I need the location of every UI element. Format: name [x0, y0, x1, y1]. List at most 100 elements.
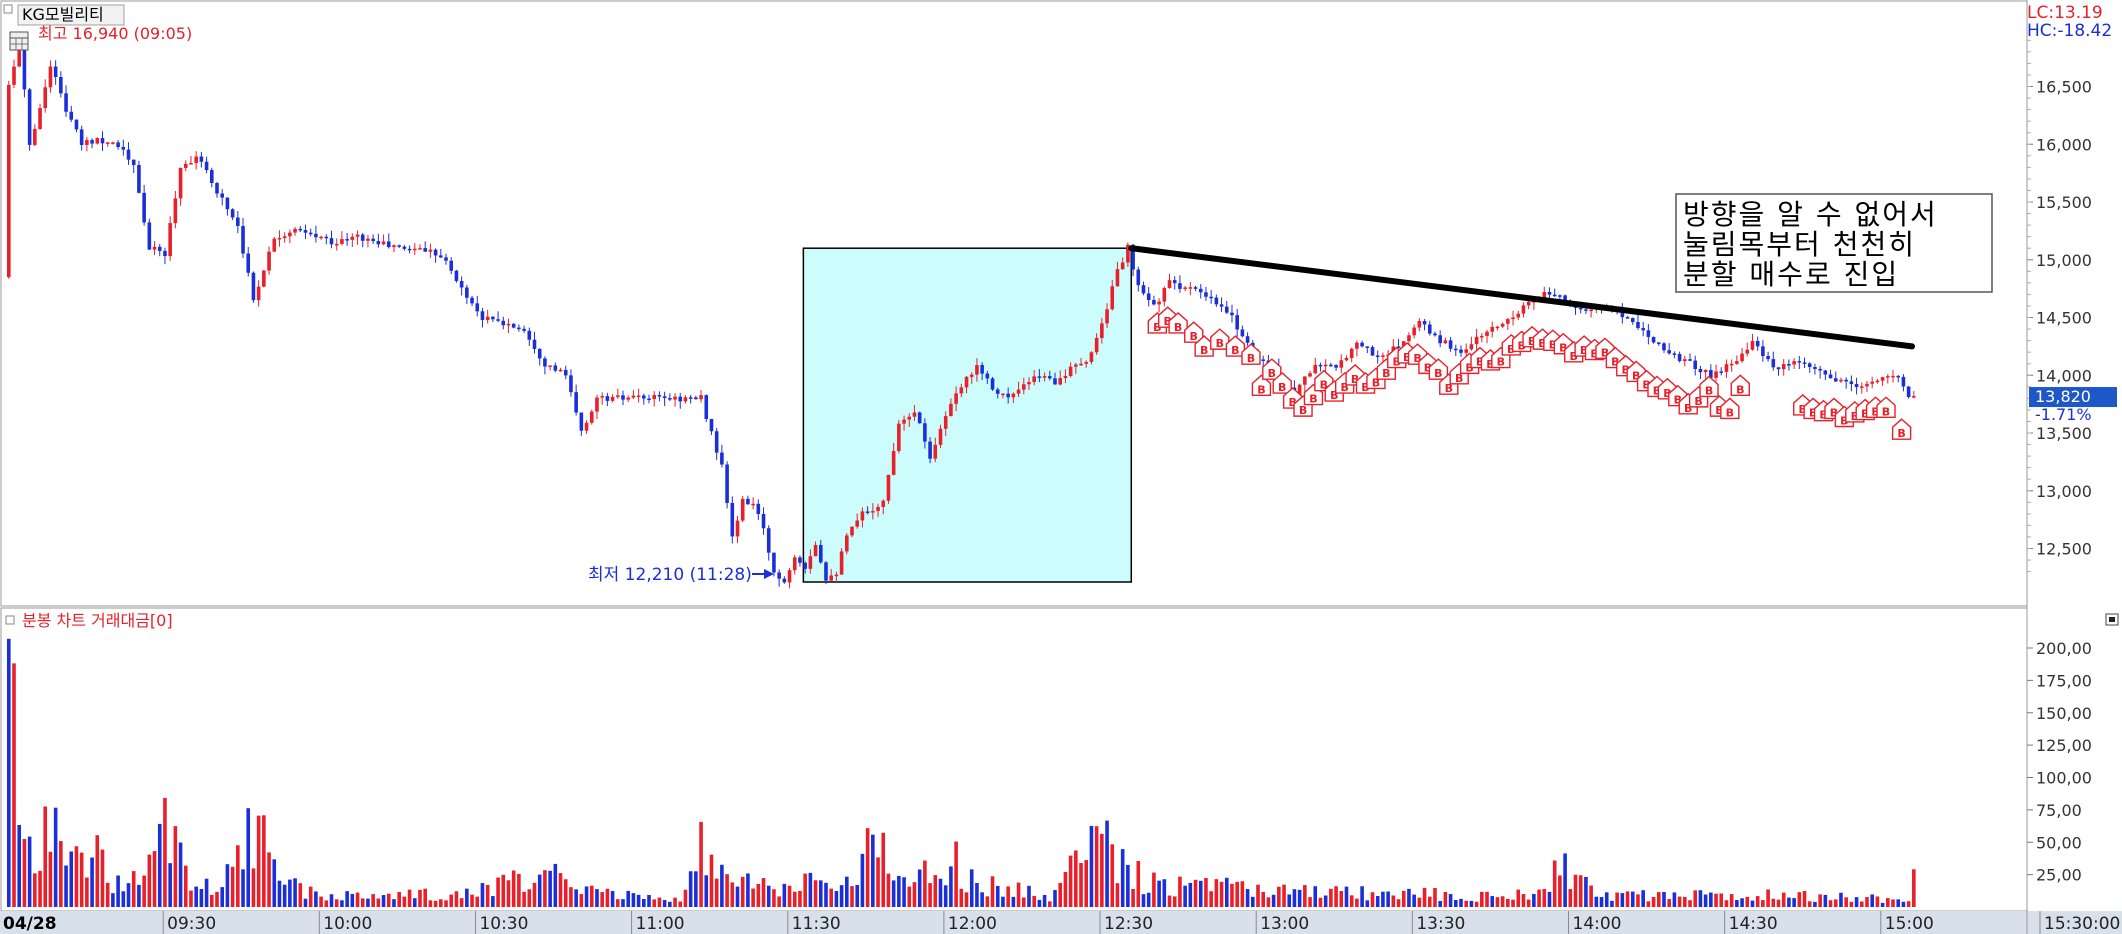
- volume-bar: [126, 883, 131, 907]
- volume-bar: [1068, 855, 1073, 907]
- candle: [465, 284, 469, 305]
- volume-bar: [569, 887, 573, 907]
- volume-bar: [1157, 880, 1161, 907]
- candle: [1172, 276, 1177, 290]
- volume-bar: [1141, 894, 1146, 907]
- candle: [1589, 307, 1593, 318]
- volume-bar: [1563, 853, 1567, 907]
- candle: [1198, 284, 1203, 299]
- volume-bar: [147, 854, 152, 907]
- candle: [428, 243, 433, 259]
- panel-collapse-icon[interactable]: [3, 4, 13, 14]
- volume-bar: [1813, 901, 1817, 907]
- svg-text:B: B: [1840, 415, 1848, 428]
- buy-marker-icon: B: [1168, 312, 1188, 334]
- volume-bar: [1615, 892, 1619, 907]
- candle: [522, 325, 526, 333]
- volume-bar: [267, 852, 271, 907]
- candle: [1667, 343, 1671, 355]
- candle: [517, 324, 521, 332]
- volume-bar: [95, 835, 100, 907]
- volume-bar: [407, 889, 412, 907]
- volume-bar: [543, 870, 547, 907]
- price-tick-label: 15,000: [2036, 251, 2092, 270]
- volume-bar: [1630, 891, 1635, 907]
- volume-bar: [1146, 892, 1151, 907]
- low-marker-label: 최저 12,210 (11:28): [588, 565, 752, 585]
- volume-bar: [1802, 890, 1807, 907]
- volume-bar: [433, 900, 438, 907]
- candle: [803, 561, 807, 574]
- calendar-icon[interactable]: [9, 31, 29, 51]
- candle: [402, 245, 407, 251]
- volume-bar: [392, 899, 396, 907]
- svg-text:B: B: [1413, 352, 1421, 365]
- volume-bar: [969, 869, 974, 907]
- candle: [1506, 317, 1510, 331]
- volume-panel-collapse-icon[interactable]: [5, 615, 15, 625]
- volume-panel-close-icon[interactable]: [2105, 613, 2119, 626]
- volume-bar: [881, 832, 886, 907]
- volume-bar: [137, 884, 141, 907]
- volume-bar: [777, 896, 781, 907]
- candle: [43, 79, 48, 113]
- volume-bar: [168, 863, 172, 907]
- candle: [230, 208, 235, 221]
- volume-bar: [1683, 896, 1687, 907]
- svg-text:B: B: [1674, 394, 1682, 407]
- volume-bar: [397, 891, 401, 907]
- volume-bar: [465, 888, 469, 907]
- svg-text:B: B: [1538, 337, 1546, 350]
- candle: [1094, 333, 1099, 355]
- candle: [1224, 300, 1229, 315]
- candle: [1105, 303, 1109, 329]
- candle: [376, 233, 381, 248]
- volume-bar: [1360, 886, 1364, 907]
- volume-bar: [657, 897, 662, 907]
- buy-marker-icon: B: [1891, 418, 1912, 440]
- time-tick-label: 11:00: [636, 914, 685, 934]
- svg-text:B: B: [1580, 344, 1588, 357]
- candle: [1641, 322, 1645, 337]
- time-tick-label: 11:30: [792, 914, 841, 934]
- volume-bar: [517, 873, 521, 907]
- volume-bar: [1089, 825, 1094, 907]
- volume-bar: [1042, 894, 1047, 907]
- volume-bar: [1334, 886, 1338, 907]
- candle: [1766, 351, 1770, 362]
- candle: [1787, 359, 1791, 371]
- volume-bar: [803, 873, 807, 907]
- low-marker-arrow-icon: [752, 569, 774, 579]
- candle: [1761, 340, 1765, 362]
- volume-bar: [1891, 899, 1895, 907]
- candle: [1100, 317, 1104, 344]
- svg-text:B: B: [1174, 321, 1182, 334]
- volume-bar: [834, 890, 839, 907]
- candle: [1698, 365, 1703, 380]
- candle: [532, 331, 537, 354]
- volume-bar: [1547, 891, 1552, 907]
- candle: [121, 139, 126, 156]
- candle: [204, 156, 209, 174]
- candle: [1474, 328, 1479, 350]
- candle: [449, 257, 454, 275]
- candle: [53, 60, 58, 85]
- candle: [147, 218, 152, 250]
- candle: [886, 474, 891, 504]
- annotation-box: 방향을 알 수 없어서 눌림목부터 천천히 분할 매수로 진입: [1675, 193, 1993, 293]
- candle: [1724, 359, 1729, 379]
- volume-bar: [142, 875, 146, 907]
- volume-bar: [53, 807, 58, 907]
- time-tick-label: 13:00: [1260, 914, 1309, 934]
- volume-bar: [1651, 896, 1656, 907]
- stock-name-label[interactable]: KG모빌리티: [17, 4, 125, 26]
- candle: [69, 105, 74, 123]
- svg-text:B: B: [1549, 338, 1557, 351]
- volume-bar: [615, 899, 620, 907]
- svg-text:B: B: [1340, 381, 1348, 394]
- volume-bar: [1880, 902, 1885, 907]
- volume-bar: [90, 857, 94, 907]
- time-tick-label: 10:30: [479, 914, 528, 934]
- volume-bar: [511, 870, 516, 907]
